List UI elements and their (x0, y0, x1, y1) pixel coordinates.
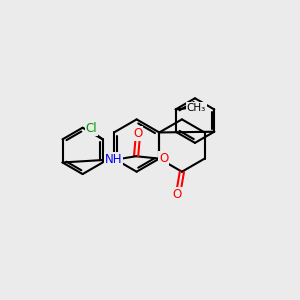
Text: NH: NH (105, 153, 123, 166)
Text: O: O (159, 152, 168, 165)
Text: Cl: Cl (85, 122, 97, 135)
Text: CH₃: CH₃ (187, 103, 206, 113)
Text: O: O (133, 127, 142, 140)
Text: O: O (173, 188, 182, 201)
